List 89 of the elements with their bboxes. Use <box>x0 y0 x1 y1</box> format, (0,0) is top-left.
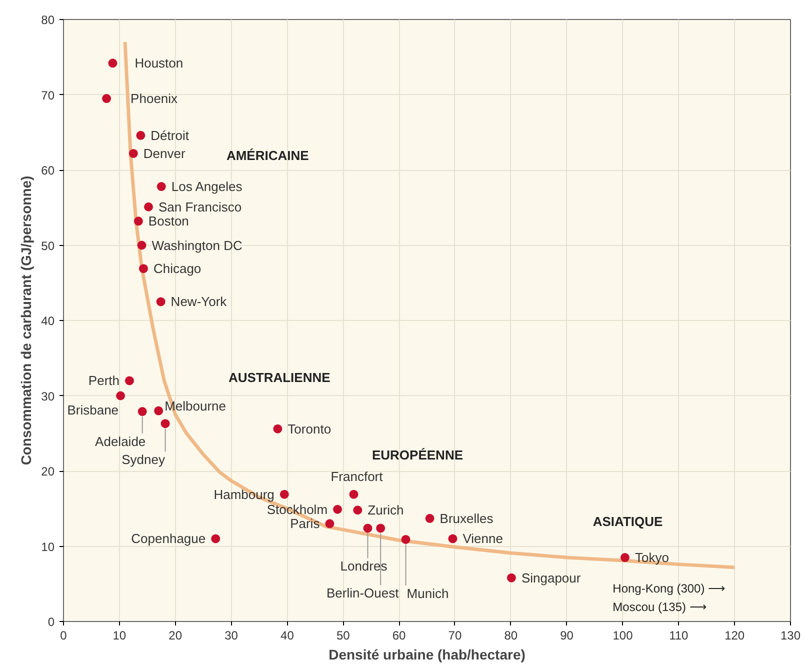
annotation: Bruxelles <box>440 510 494 526</box>
annotation: Denver <box>143 146 186 161</box>
point <box>325 519 334 528</box>
x-tick-label: 50 <box>336 628 350 642</box>
x-tick-label: 90 <box>560 628 574 642</box>
point <box>134 216 143 226</box>
y-axis-title: Consommation de carburant (GJ/personne) <box>18 176 34 466</box>
annotation: Brisbane <box>67 402 119 418</box>
point <box>128 148 138 158</box>
y-tick-label: 0 <box>48 615 55 629</box>
x-tick-label: 20 <box>168 628 182 642</box>
x-tick-label: 110 <box>669 628 689 642</box>
annotation: Berlin-Ouest <box>326 586 400 601</box>
y-tick-label: 30 <box>41 389 55 404</box>
annotation: Moscou (135) ⟶ <box>612 600 706 614</box>
annotation: Copenhague <box>131 531 206 546</box>
annotation: Houston <box>134 56 184 71</box>
point <box>333 504 342 514</box>
point <box>136 130 146 140</box>
annotation: Los Angeles <box>171 179 243 194</box>
annotation: Francfort <box>330 468 384 484</box>
point <box>401 534 410 544</box>
point <box>156 182 166 192</box>
annotation: Hambourg <box>214 486 274 502</box>
x-tick-label: 100 <box>612 628 634 642</box>
annotation: AMÉRICAINE <box>226 148 310 164</box>
annotation: San Francisco <box>158 199 242 214</box>
y-tick-label: 20 <box>41 464 55 478</box>
x-axis-title: Densité urbaine (hab/hectare) <box>328 646 526 662</box>
annotation: Sydney <box>122 452 166 468</box>
y-tick-label: 40 <box>41 314 55 328</box>
annotation: Chicago <box>153 261 202 276</box>
point <box>138 264 148 274</box>
y-tick-label: 60 <box>41 164 55 178</box>
annotation: Melbourne <box>164 398 226 414</box>
annotation: Zurich <box>368 502 404 518</box>
x-tick-label: 30 <box>224 628 238 642</box>
point <box>353 506 362 515</box>
point <box>102 94 112 104</box>
annotation: Tokyo <box>634 550 669 566</box>
x-tick-label: 60 <box>392 628 406 642</box>
point <box>124 376 134 386</box>
annotation: Adelaide <box>95 434 146 450</box>
annotation: EUROPÉENNE <box>372 448 464 463</box>
x-tick-label: 40 <box>280 628 294 642</box>
point <box>506 573 516 582</box>
annotation: Paris <box>290 516 320 532</box>
annotation: Vienne <box>462 531 503 546</box>
point <box>160 419 170 428</box>
point <box>273 424 282 434</box>
y-tick-label: 70 <box>41 88 55 102</box>
point <box>620 553 630 562</box>
annotation: Washington DC <box>152 238 242 253</box>
point <box>156 297 166 306</box>
annotation: Stockholm <box>266 502 328 517</box>
point <box>211 534 220 544</box>
annotation: Munich <box>406 586 449 601</box>
annotation: AUSTRALIENNE <box>228 370 331 386</box>
x-tick-label: 70 <box>448 628 462 642</box>
point <box>144 202 154 212</box>
point <box>108 58 118 68</box>
point <box>138 407 147 416</box>
point <box>425 514 434 523</box>
point <box>137 240 146 250</box>
x-tick-label: 0 <box>60 628 68 642</box>
point <box>363 524 372 533</box>
y-tick-label: 80 <box>41 13 55 27</box>
annotation: Hong-Kong (300) ⟶ <box>612 581 726 596</box>
annotation: New-York <box>170 294 228 310</box>
annotation: Boston <box>148 214 189 229</box>
x-tick-label: 80 <box>504 628 518 642</box>
point <box>448 534 458 544</box>
point <box>349 490 358 499</box>
annotation: Singapour <box>521 570 582 586</box>
point <box>116 391 126 400</box>
x-tick-label: 10 <box>112 628 126 642</box>
y-tick-label: 50 <box>41 238 55 253</box>
point <box>376 524 386 533</box>
annotation: Perth <box>88 373 120 388</box>
y-tick-label: 10 <box>41 540 55 554</box>
annotation: Phoenix <box>130 91 178 106</box>
annotation: Détroit <box>150 128 190 143</box>
point <box>154 406 164 416</box>
annotation: Toronto <box>288 421 332 436</box>
annotation: Londres <box>340 558 388 574</box>
annotation: ASIATIQUE <box>592 514 663 529</box>
x-tick-label: 120 <box>724 628 745 642</box>
x-tick-label: 130 <box>780 628 801 642</box>
point <box>280 490 289 499</box>
